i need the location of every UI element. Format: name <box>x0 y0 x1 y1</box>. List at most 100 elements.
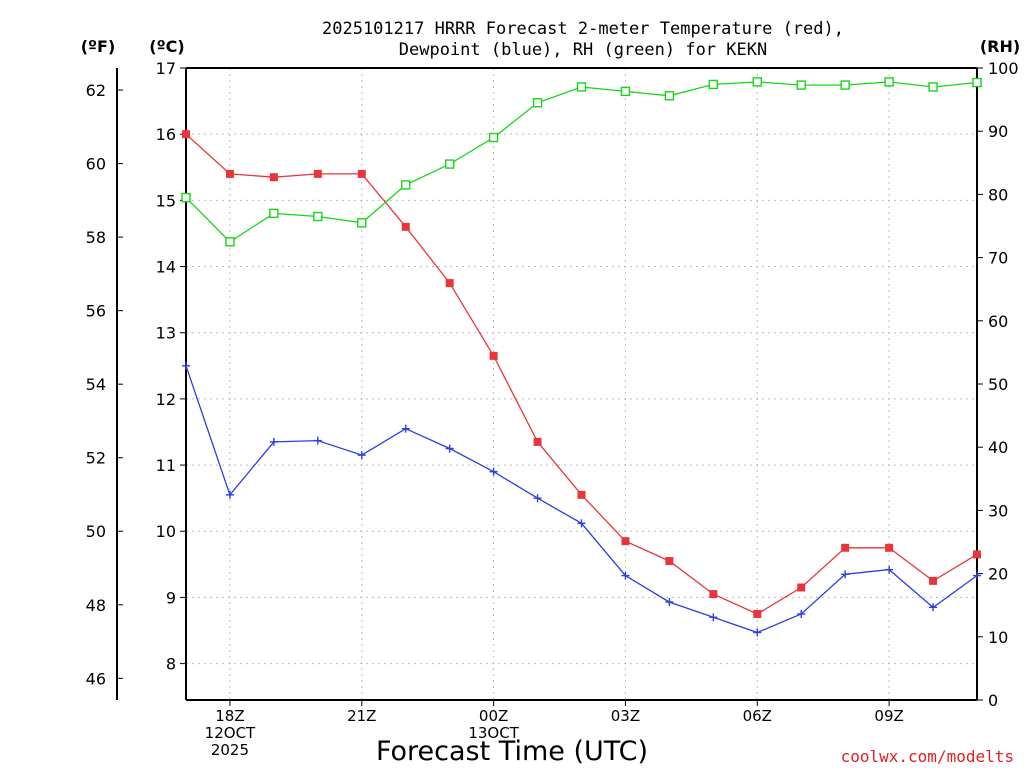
temperature-point <box>929 576 938 585</box>
dewpoint-point <box>401 424 410 433</box>
dewpoint-point <box>445 444 454 453</box>
temperature-point <box>621 537 630 546</box>
x-tick-label: 18Z <box>215 707 244 725</box>
dewpoint-point <box>797 609 806 618</box>
x-tick-label: 12OCT <box>205 724 256 742</box>
rh-point <box>576 82 587 92</box>
gridlines <box>186 67 977 700</box>
dewpoint-point <box>841 570 850 579</box>
x-tick-label: 21Z <box>347 707 376 725</box>
dewpoint-point <box>929 603 938 612</box>
fahrenheit-tick-label: 56 <box>86 302 106 321</box>
rh-point <box>884 77 894 87</box>
temperature-point <box>577 490 586 499</box>
dewpoint-point <box>973 571 981 580</box>
celsius-tick-label: 11 <box>156 456 176 475</box>
dewpoint-point <box>225 490 234 499</box>
temperature-point <box>973 550 981 559</box>
dewpoint-point <box>489 467 498 476</box>
rh-point <box>444 159 455 169</box>
dewpoint-point <box>269 437 278 446</box>
dewpoint-point <box>313 436 322 445</box>
celsius-tick-label: 14 <box>156 258 176 277</box>
temperature-point <box>533 437 542 446</box>
rh-tick-label: 10 <box>988 628 1008 647</box>
dewpoint-point <box>885 565 894 574</box>
temperature-point <box>841 543 850 552</box>
rh-point <box>357 218 367 228</box>
fahrenheit-tick-label: 50 <box>86 522 106 541</box>
dewpoint-point <box>182 361 190 370</box>
rh-tick-label: 80 <box>988 185 1008 204</box>
dewpoint-point <box>621 571 630 580</box>
celsius-tick-label: 10 <box>156 522 176 541</box>
fahrenheit-unit-label: (ºF) <box>81 37 116 56</box>
temperature-line <box>185 133 978 615</box>
rh-point <box>269 208 279 219</box>
fahrenheit-tick-label: 58 <box>86 228 106 247</box>
rh-tick-label: 30 <box>988 501 1008 520</box>
x-tick-label: 00Z <box>479 707 508 725</box>
tick-labels: 8 9 10 11 12 13 14 15 16 17 46 48 50 52 54 56 58 60 62 0 10 2… <box>86 59 1019 759</box>
temperature-point <box>489 351 498 360</box>
rh-point <box>752 77 762 87</box>
temperature-point <box>665 557 674 566</box>
rh-point <box>532 98 543 108</box>
fahrenheit-tick-label: 54 <box>86 375 106 394</box>
celsius-tick-label: 15 <box>156 191 176 210</box>
rh-point <box>664 91 675 101</box>
x-tick-label: 06Z <box>743 707 772 725</box>
rh-point <box>708 79 719 90</box>
celsius-tick-label: 12 <box>156 390 176 409</box>
rh-tick-label: 0 <box>988 691 998 710</box>
x-axis-label: Forecast Time (UTC) <box>376 736 648 767</box>
rh-point <box>928 82 938 92</box>
rh-tick-label: 40 <box>988 438 1008 457</box>
rh-point <box>313 211 323 222</box>
rh-tick-label: 90 <box>988 122 1008 141</box>
rh-point <box>488 132 499 143</box>
temperature-point <box>445 279 454 288</box>
dewpoint-point <box>665 598 674 607</box>
fahrenheit-tick-label: 60 <box>86 155 106 174</box>
rh-tick-label: 100 <box>988 59 1019 78</box>
x-tick-label: 03Z <box>611 707 640 725</box>
rh-point <box>972 77 982 88</box>
chart-title-line1: 2025101217 HRRR Forecast 2-meter Tempera… <box>322 19 844 39</box>
temperature-point <box>182 130 190 139</box>
fahrenheit-tick-label: 62 <box>86 81 106 100</box>
rh-point <box>840 80 850 90</box>
rh-tick-label: 20 <box>988 565 1008 584</box>
data-series <box>181 77 982 637</box>
rh-point <box>225 237 235 247</box>
celsius-tick-label: 13 <box>156 324 176 343</box>
credit-link[interactable]: coolwx.com/modelts <box>841 747 1014 766</box>
temperature-point <box>797 583 806 592</box>
x-tick-label: 2025 <box>211 741 249 759</box>
temperature-point <box>357 169 366 178</box>
rh-point <box>401 180 411 190</box>
chart-title-line2: Dewpoint (blue), RH (green) for KEKN <box>399 40 767 60</box>
rh-point <box>181 192 191 203</box>
rh-point <box>620 86 631 97</box>
celsius-tick-label: 9 <box>166 588 176 607</box>
dewpoint-point <box>533 494 542 503</box>
celsius-tick-label: 8 <box>166 655 176 674</box>
x-tick-label: 09Z <box>874 707 903 725</box>
temperature-point <box>313 169 322 178</box>
temperature-point <box>269 173 278 182</box>
rh-tick-label: 50 <box>988 375 1008 394</box>
celsius-unit-label: (ºC) <box>149 37 184 56</box>
temperature-point <box>709 590 718 599</box>
rh-point <box>796 80 806 90</box>
fahrenheit-tick-label: 46 <box>86 669 106 688</box>
temperature-point <box>225 169 234 178</box>
dewpoint-point <box>577 519 586 528</box>
temperature-point <box>753 609 762 618</box>
rh-tick-label: 70 <box>988 249 1008 268</box>
celsius-tick-label: 17 <box>156 59 176 78</box>
temperature-point <box>885 543 894 552</box>
temperature-point <box>401 222 410 231</box>
fahrenheit-tick-label: 48 <box>86 596 106 615</box>
